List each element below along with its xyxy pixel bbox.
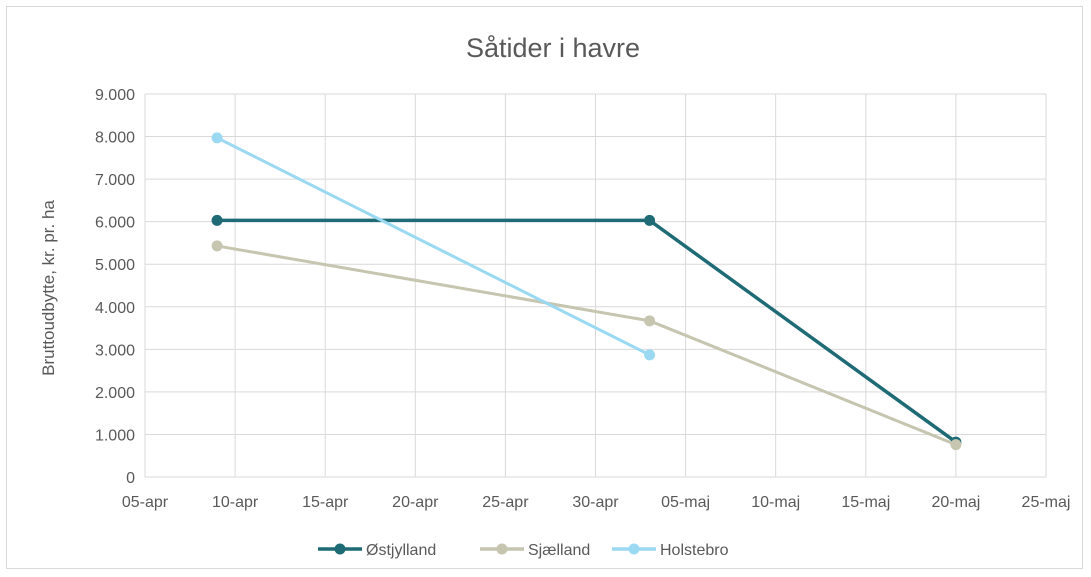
x-tick-label: 05-apr xyxy=(122,494,169,511)
chart-title: Såtider i havre xyxy=(466,33,640,63)
y-tick-label: 8.000 xyxy=(95,130,135,147)
chart-frame xyxy=(6,6,1083,569)
y-axis-label: Bruttoudbytte, kr. pr. ha xyxy=(39,200,58,376)
x-tick-label: 15-maj xyxy=(841,494,890,511)
series-2 xyxy=(211,132,656,361)
y-tick-label: 5.000 xyxy=(95,257,135,274)
series-line xyxy=(216,244,957,447)
y-tick-label: 7.000 xyxy=(95,172,135,189)
y-tick-label: 0 xyxy=(126,470,135,487)
x-tick-label: 05-maj xyxy=(661,494,710,511)
y-axis-ticks: 0 1.000 2.000 3.000 4.000 5.000 6.000 7.000 8.00… xyxy=(95,87,135,487)
y-tick-label: 3.000 xyxy=(95,342,135,359)
x-tick-label: 30-apr xyxy=(572,494,619,511)
x-tick-label: 20-maj xyxy=(931,494,980,511)
data-point[interactable] xyxy=(211,132,223,144)
series-line xyxy=(217,218,957,444)
x-tick-label: 15-apr xyxy=(302,494,349,511)
y-tick-label: 2.000 xyxy=(95,385,135,402)
y-tick-label: 1.000 xyxy=(95,427,135,444)
x-tick-label: 25-maj xyxy=(1022,494,1071,511)
legend[interactable]: Østjylland Sjælland Holstebro xyxy=(318,542,729,559)
legend-marker-icon xyxy=(496,543,508,555)
x-tick-label: 10-maj xyxy=(751,494,800,511)
data-point[interactable] xyxy=(644,349,656,361)
data-point[interactable] xyxy=(644,315,656,327)
legend-label: Østjylland xyxy=(366,542,436,559)
x-tick-label: 25-apr xyxy=(482,494,529,511)
legend-label: Holstebro xyxy=(660,542,729,559)
legend-label: Sjælland xyxy=(528,542,590,559)
data-point[interactable] xyxy=(211,214,223,226)
legend-marker-icon xyxy=(628,543,640,555)
y-tick-label: 4.000 xyxy=(95,300,135,317)
x-tick-label: 20-apr xyxy=(392,494,439,511)
data-point[interactable] xyxy=(644,214,656,226)
x-tick-label: 10-apr xyxy=(212,494,259,511)
legend-item[interactable]: Sjælland xyxy=(480,542,590,559)
x-axis-ticks: 05-apr 10-apr 15-apr 20-apr 25-apr 30-apr 05-m… xyxy=(122,494,1071,511)
y-tick-label: 6.000 xyxy=(95,215,135,232)
data-point[interactable] xyxy=(211,240,223,252)
series-1 xyxy=(211,240,962,451)
data-point[interactable] xyxy=(950,439,962,451)
series-line xyxy=(216,136,651,357)
grid xyxy=(144,93,1047,478)
legend-item[interactable]: Østjylland xyxy=(318,542,436,559)
legend-marker-icon xyxy=(334,543,346,555)
series xyxy=(211,132,962,451)
legend-item[interactable]: Holstebro xyxy=(612,542,729,559)
y-tick-label: 9.000 xyxy=(95,87,135,104)
series-0 xyxy=(211,214,962,448)
